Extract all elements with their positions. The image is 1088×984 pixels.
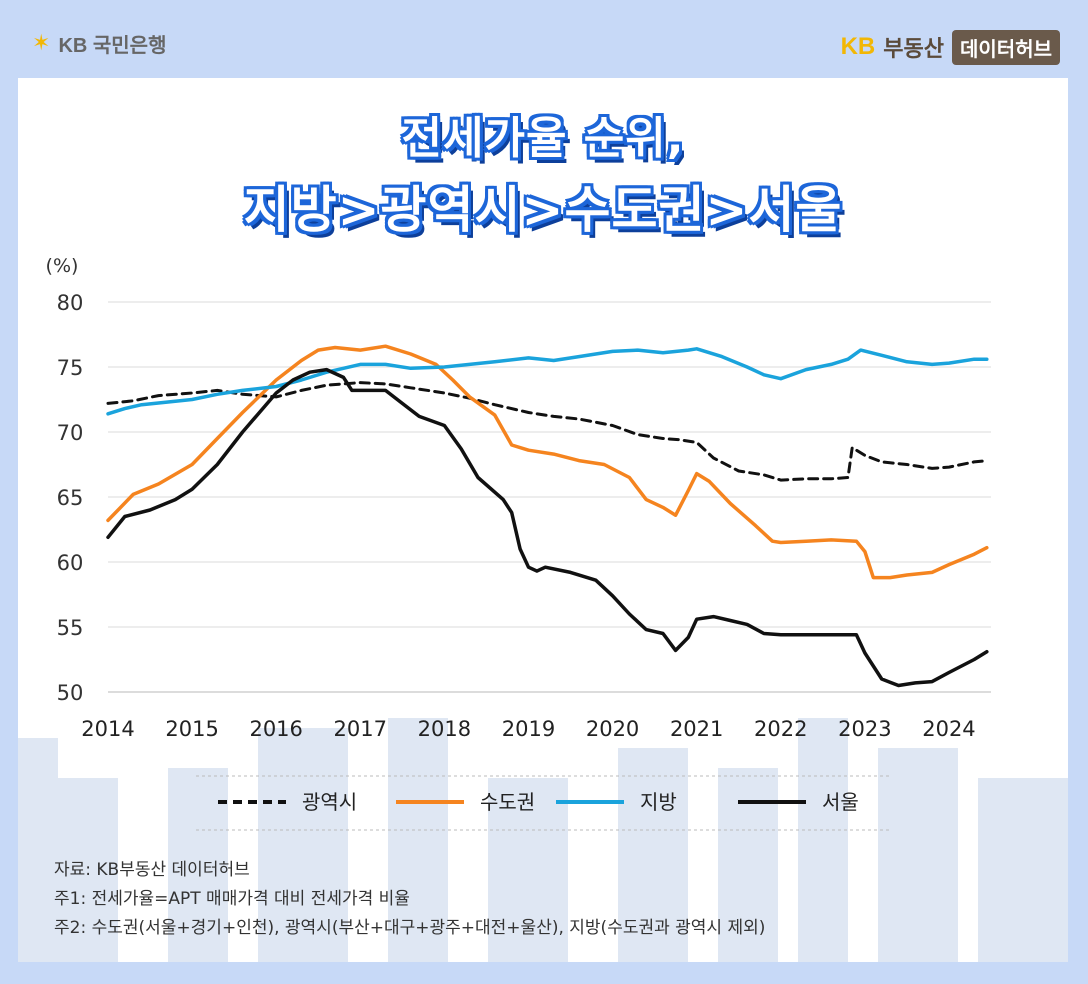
x-tick-label: 2015 [165, 717, 218, 741]
x-tick-label: 2017 [334, 717, 387, 741]
kb-star-icon: ✶ [32, 30, 51, 55]
legend-label-광역시: 광역시 [302, 790, 357, 814]
series-line-광역시 [106, 381, 989, 482]
line-chart: (%) 50 55 60 65 70 75 80 2014 2015 2016 2017 2018 20… [46, 255, 991, 831]
y-tick-label: 65 [57, 486, 84, 510]
x-tick-label: 2016 [249, 717, 302, 741]
bank-logo-text: KB 국민은행 [58, 34, 167, 57]
x-tick-label: 2022 [754, 717, 807, 741]
y-tick-label: 70 [57, 421, 84, 445]
y-axis-unit-label: (%) [46, 255, 79, 277]
series-line-지방 [106, 347, 989, 416]
x-tick-label: 2020 [586, 717, 639, 741]
brand-badge: 데이터허브 [952, 29, 1060, 65]
y-tick-label: 60 [57, 551, 84, 575]
series-line-서울 [106, 367, 989, 688]
legend-label-서울: 서울 [822, 790, 859, 814]
y-tick-label: 80 [57, 291, 84, 315]
title-line-2: 지방>광역시>수도권>서울 [243, 181, 843, 239]
x-tick-label: 2021 [670, 717, 723, 741]
y-tick-label: 55 [57, 616, 84, 640]
chart-card: 전세가율 순위, 지방>광역시>수도권>서울 (%) 50 55 60 65 70 75 80… [18, 78, 1068, 962]
note-1: 주1: 전세가율=APT 매매가격 대비 전세가격 비율 [54, 889, 410, 909]
x-tick-label: 2019 [502, 717, 555, 741]
kb-kookmin-bank-logo: ✶ KB 국민은행 [32, 28, 166, 58]
kb-realestate-logo: KB 부동산 데이터허브 [840, 29, 1060, 65]
x-tick-label: 2014 [81, 717, 134, 741]
legend-label-수도권: 수도권 [480, 790, 535, 814]
brand-name: 부동산 [883, 36, 944, 61]
brand-kb: KB [840, 33, 876, 60]
note-2: 주2: 수도권(서울+경기+인천), 광역시(부산+대구+광주+대전+울산), … [54, 918, 766, 938]
title-line-1: 전세가율 순위, [401, 113, 685, 164]
legend-label-지방: 지방 [640, 790, 677, 814]
y-tick-label: 75 [57, 356, 84, 380]
city-skyline-background [18, 718, 1068, 962]
source-note: 자료: KB부동산 데이터허브 [54, 860, 250, 880]
y-tick-label: 50 [57, 681, 84, 705]
x-tick-label: 2018 [418, 717, 471, 741]
notes: 자료: KB부동산 데이터허브 주1: 전세가율=APT 매매가격 대비 전세가… [54, 856, 765, 943]
x-tick-label: 2023 [838, 717, 891, 741]
x-tick-label: 2024 [922, 717, 975, 741]
series-line-수도권 [106, 344, 989, 580]
